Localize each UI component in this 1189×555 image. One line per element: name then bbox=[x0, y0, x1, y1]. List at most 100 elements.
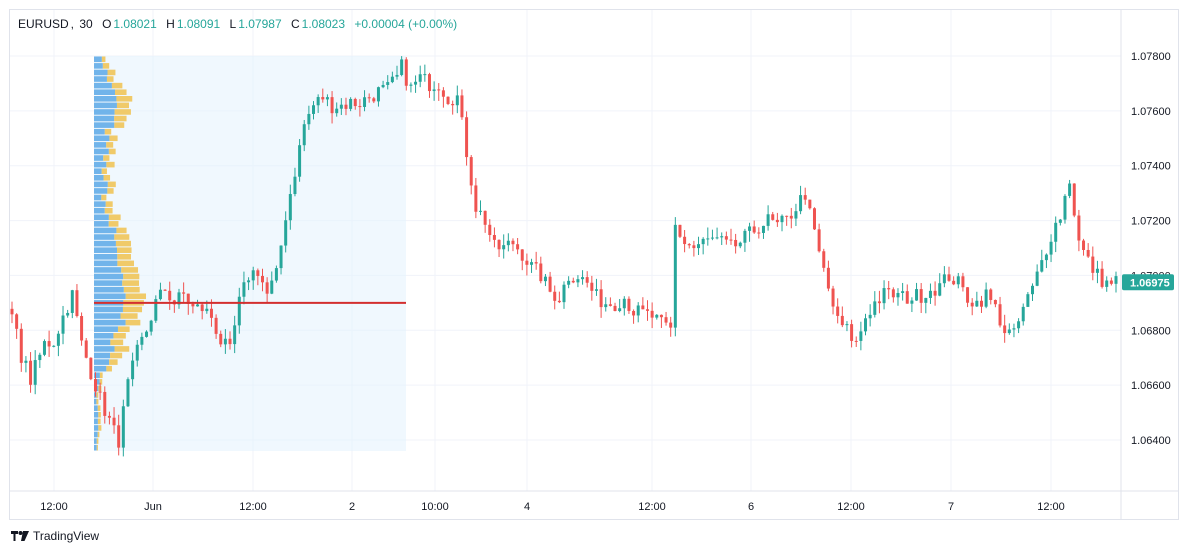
candle-body bbox=[47, 341, 51, 347]
candle-body bbox=[112, 417, 116, 426]
candle-body bbox=[822, 251, 826, 268]
profile-up-bar bbox=[94, 273, 124, 280]
candle-body bbox=[836, 306, 840, 316]
time-tick-label: 4 bbox=[524, 501, 530, 513]
profile-up-bar bbox=[94, 313, 121, 319]
profile-up-bar bbox=[94, 372, 100, 379]
candle-body bbox=[321, 97, 325, 100]
profile-up-bar bbox=[94, 56, 102, 63]
volume-profile bbox=[94, 56, 406, 451]
profile-down-bar bbox=[114, 122, 125, 128]
profile-up-bar bbox=[94, 194, 102, 201]
candle-body bbox=[270, 280, 274, 294]
time-tick-label: 2 bbox=[349, 501, 355, 513]
profile-up-bar bbox=[94, 115, 115, 122]
price-tick-label: 1.07200 bbox=[1131, 216, 1171, 228]
candle-body bbox=[757, 232, 761, 234]
candle-body bbox=[645, 309, 649, 311]
candle-body bbox=[1031, 285, 1035, 295]
profile-down-bar bbox=[101, 168, 107, 174]
candle-body bbox=[882, 288, 886, 304]
legend-interval: 30 bbox=[79, 17, 93, 31]
candle-body bbox=[683, 236, 687, 245]
candle-body bbox=[492, 235, 496, 240]
candle-body bbox=[390, 76, 394, 83]
candle-body bbox=[511, 240, 515, 245]
candle-body bbox=[576, 279, 580, 283]
profile-down-bar bbox=[123, 286, 140, 293]
candle-body bbox=[1017, 321, 1021, 329]
time-axis[interactable]: 12:00 Jun 12:00 2 10:00 4 12:00 6 12:00 7 12:00 bbox=[10, 490, 1179, 513]
candle-body bbox=[664, 317, 668, 323]
candle-body bbox=[29, 360, 33, 385]
candle-body bbox=[335, 108, 339, 114]
price-axis[interactable]: 1.078001.076001.074001.072001.070001.068… bbox=[1120, 10, 1171, 519]
profile-up-bar bbox=[94, 142, 107, 148]
candle-body bbox=[228, 338, 232, 345]
candle-body bbox=[905, 291, 909, 304]
profile-range-box bbox=[94, 56, 406, 451]
candle-body bbox=[395, 74, 399, 77]
candle-body bbox=[817, 229, 821, 252]
candle-body bbox=[854, 340, 858, 342]
candle-body bbox=[761, 225, 765, 233]
profile-up-bar bbox=[94, 227, 117, 234]
profile-up-bar bbox=[94, 260, 118, 267]
candle-body bbox=[233, 325, 237, 345]
price-tick-label: 1.07800 bbox=[1131, 51, 1171, 63]
profile-down-bar bbox=[104, 128, 112, 135]
profile-down-bar bbox=[107, 181, 116, 188]
candle-body bbox=[312, 105, 316, 114]
candle-body bbox=[831, 288, 835, 307]
candle-body bbox=[427, 74, 431, 92]
candle-body bbox=[826, 267, 830, 289]
candle-body bbox=[400, 59, 404, 75]
profile-down-bar bbox=[106, 365, 112, 372]
profile-down-bar bbox=[99, 372, 103, 379]
profile-up-bar bbox=[94, 438, 97, 444]
candle-body bbox=[1091, 256, 1095, 273]
profile-down-bar bbox=[104, 207, 113, 214]
candle-body bbox=[655, 314, 659, 318]
candle-body bbox=[850, 324, 854, 341]
candle-body bbox=[386, 82, 390, 85]
candle-body bbox=[163, 289, 167, 291]
candle-body bbox=[1026, 294, 1030, 307]
candle-body bbox=[915, 289, 919, 301]
tradingview-brand[interactable]: TradingView bbox=[11, 529, 99, 543]
time-tick-label: Jun bbox=[144, 501, 162, 513]
profile-down-bar bbox=[96, 438, 99, 444]
time-tick-label: 12:00 bbox=[837, 501, 865, 513]
candle-body bbox=[840, 315, 844, 326]
profile-down-bar bbox=[125, 319, 141, 326]
profile-up-bar bbox=[94, 365, 107, 372]
time-tick-label: 6 bbox=[748, 501, 754, 513]
candle-body bbox=[701, 238, 705, 245]
candle-body bbox=[316, 97, 320, 106]
candle-body bbox=[10, 308, 14, 315]
candle-body bbox=[242, 282, 246, 297]
last-price-box bbox=[1122, 274, 1174, 291]
candle-body bbox=[687, 244, 691, 246]
candle-body bbox=[724, 236, 728, 240]
profile-down-bar bbox=[107, 188, 114, 194]
candle-body bbox=[567, 280, 571, 285]
candle-body bbox=[808, 199, 812, 209]
candle-body bbox=[223, 338, 227, 345]
profile-up-bar bbox=[94, 359, 110, 365]
profile-up-bar bbox=[94, 63, 103, 69]
profile-down-bar bbox=[125, 293, 147, 300]
candle-body bbox=[984, 289, 988, 307]
candle-body bbox=[1021, 306, 1025, 322]
candle-body bbox=[975, 300, 979, 307]
time-tick-label: 12:00 bbox=[239, 501, 267, 513]
profile-up-bar bbox=[94, 332, 114, 339]
candle-body bbox=[673, 224, 677, 328]
candle-body bbox=[497, 239, 501, 250]
profile-up-bar bbox=[94, 306, 123, 313]
candle-body bbox=[149, 320, 153, 332]
profile-up-bar bbox=[94, 418, 98, 425]
candle-body bbox=[539, 263, 543, 282]
